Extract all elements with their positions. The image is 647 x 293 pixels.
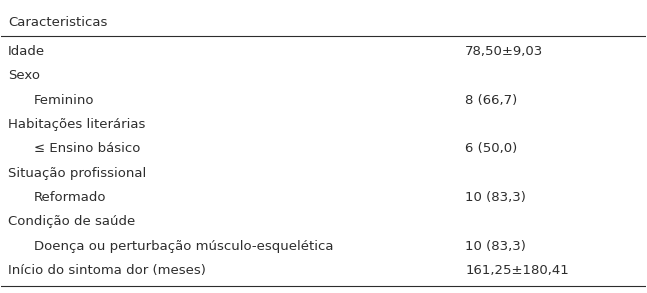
- Text: Reformado: Reformado: [34, 191, 106, 204]
- Text: Condição de saúde: Condição de saúde: [8, 215, 135, 229]
- Text: Feminino: Feminino: [34, 93, 94, 107]
- Text: 6 (50,0): 6 (50,0): [465, 142, 518, 155]
- Text: 10 (83,3): 10 (83,3): [465, 240, 526, 253]
- Text: Doença ou perturbação músculo-esquelética: Doença ou perturbação músculo-esquelétic…: [34, 240, 333, 253]
- Text: Idade: Idade: [8, 45, 45, 58]
- Text: 8 (66,7): 8 (66,7): [465, 93, 518, 107]
- Text: Início do sintoma dor (meses): Início do sintoma dor (meses): [8, 264, 206, 277]
- Text: Habitações literárias: Habitações literárias: [8, 118, 145, 131]
- Text: 161,25±180,41: 161,25±180,41: [465, 264, 569, 277]
- Text: Situação profissional: Situação profissional: [8, 167, 146, 180]
- Text: Caracteristicas: Caracteristicas: [8, 16, 107, 29]
- Text: Sexo: Sexo: [8, 69, 40, 82]
- Text: 78,50±9,03: 78,50±9,03: [465, 45, 543, 58]
- Text: ≤ Ensino básico: ≤ Ensino básico: [34, 142, 140, 155]
- Text: 10 (83,3): 10 (83,3): [465, 191, 526, 204]
